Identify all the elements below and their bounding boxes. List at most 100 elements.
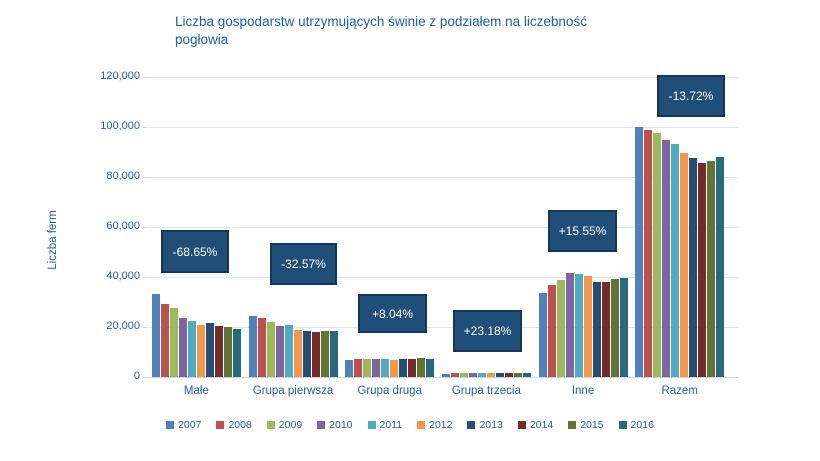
legend-swatch-icon bbox=[367, 421, 376, 429]
bar-2016 bbox=[522, 373, 531, 377]
bar-group-1 bbox=[148, 77, 245, 377]
bar-2007 bbox=[538, 293, 547, 377]
bar-2016 bbox=[716, 157, 725, 377]
y-axis-tickmark bbox=[143, 277, 147, 278]
annotation-box: -32.57% bbox=[270, 243, 337, 285]
legend-label: 2011 bbox=[379, 419, 403, 431]
x-axis-label: Grupa trzecia bbox=[451, 385, 521, 397]
bar-2007 bbox=[441, 374, 450, 377]
bar-2016 bbox=[619, 278, 628, 377]
bar-2011 bbox=[284, 325, 293, 377]
legend: 2007 2008 2009 2010 2011 2012 2013 2014 2015 2016 bbox=[0, 419, 820, 431]
bar-2008 bbox=[547, 285, 556, 377]
bar-2008 bbox=[644, 130, 653, 377]
bar-2009 bbox=[169, 308, 178, 377]
bar-2009 bbox=[266, 322, 275, 377]
bar-group-5 bbox=[535, 77, 632, 377]
bar-2015 bbox=[707, 161, 716, 377]
legend-label: 2013 bbox=[479, 419, 503, 431]
legend-label: 2012 bbox=[429, 419, 453, 431]
y-axis-tick-label: 80,000 bbox=[106, 170, 140, 182]
y-axis-tickmark bbox=[143, 77, 147, 78]
y-axis-tickmark bbox=[143, 177, 147, 178]
bar-2011 bbox=[187, 321, 196, 377]
bar-2012 bbox=[293, 330, 302, 377]
annotation-box: +8.04% bbox=[358, 294, 427, 333]
gridline bbox=[148, 227, 738, 228]
bar-2013 bbox=[399, 359, 408, 377]
legend-item-2013: 2013 bbox=[467, 419, 503, 431]
bar-2014 bbox=[601, 282, 610, 377]
y-axis-tick-label: 0 bbox=[133, 370, 140, 382]
annotation-box: -13.72% bbox=[657, 75, 725, 117]
legend-label: 2009 bbox=[278, 419, 303, 431]
x-axis-label: Małe bbox=[183, 385, 209, 397]
legend-label: 2015 bbox=[580, 419, 604, 431]
y-axis-tickmark bbox=[143, 127, 147, 128]
legend-item-2011: 2011 bbox=[367, 419, 403, 431]
bar-2009 bbox=[363, 359, 372, 377]
bar-group-6 bbox=[631, 77, 728, 377]
legend-swatch-icon bbox=[618, 421, 627, 429]
bar-2008 bbox=[354, 359, 363, 377]
legend-label: 2014 bbox=[529, 419, 554, 431]
bar-2013 bbox=[205, 323, 214, 377]
legend-swatch-icon bbox=[568, 421, 577, 429]
bar-2013 bbox=[592, 282, 601, 377]
bar-2013 bbox=[689, 158, 698, 377]
y-axis-tick-label: 40,000 bbox=[106, 270, 140, 282]
legend-swatch-icon bbox=[417, 421, 426, 429]
bar-2010 bbox=[662, 140, 671, 377]
legend-label: 2008 bbox=[228, 419, 252, 431]
bar-2016 bbox=[329, 331, 338, 377]
bar-2012 bbox=[196, 325, 205, 377]
bar-2008 bbox=[160, 304, 169, 377]
bar-2009 bbox=[459, 373, 468, 377]
legend-item-2012: 2012 bbox=[417, 419, 452, 431]
bar-2010 bbox=[372, 359, 381, 377]
bar-2016 bbox=[232, 329, 241, 377]
bar-2007 bbox=[248, 316, 257, 377]
gridline bbox=[148, 127, 738, 128]
gridline bbox=[148, 277, 738, 278]
bar-2015 bbox=[320, 331, 329, 377]
bar-2008 bbox=[257, 318, 266, 377]
legend-label: 2007 bbox=[178, 419, 202, 431]
legend-label: 2010 bbox=[329, 419, 353, 431]
legend-item-2014: 2014 bbox=[517, 419, 554, 431]
y-axis-tick-label: 120,000 bbox=[100, 70, 140, 82]
legend-item-2008: 2008 bbox=[216, 419, 252, 431]
bar-2013 bbox=[495, 373, 504, 377]
bar-2011 bbox=[477, 373, 486, 377]
bar-2012 bbox=[390, 360, 399, 377]
bar-2014 bbox=[311, 332, 320, 377]
legend-item-2015: 2015 bbox=[568, 419, 604, 431]
legend-swatch-icon bbox=[317, 421, 326, 429]
x-axis-category-labels: Małe Grupa pierwsza Grupa druga Grupa trzec… bbox=[148, 385, 728, 397]
x-axis-label: Grupa druga bbox=[357, 385, 422, 397]
annotation-box: +15.55% bbox=[548, 210, 617, 252]
bar-2009 bbox=[556, 280, 565, 377]
bar-2015 bbox=[513, 373, 522, 377]
bar-2010 bbox=[178, 318, 187, 377]
bar-2010 bbox=[468, 373, 477, 377]
bar-2010 bbox=[275, 326, 284, 377]
legend-swatch-icon bbox=[266, 421, 275, 429]
legend-item-2009: 2009 bbox=[266, 419, 303, 431]
bar-2009 bbox=[653, 133, 662, 377]
y-axis-tickmark bbox=[143, 227, 147, 228]
bar-2014 bbox=[214, 326, 223, 377]
legend-item-2016: 2016 bbox=[618, 419, 654, 431]
bar-2013 bbox=[302, 331, 311, 377]
bar-2012 bbox=[486, 373, 495, 377]
gridline bbox=[148, 327, 738, 328]
chart-title: Liczba gospodarstw utrzymujących świnie … bbox=[175, 14, 587, 47]
bar-2015 bbox=[610, 279, 619, 377]
bar-2008 bbox=[450, 373, 459, 377]
y-axis-tick-label: 20,000 bbox=[106, 320, 140, 332]
legend-item-2007: 2007 bbox=[166, 419, 201, 431]
bar-2012 bbox=[680, 153, 689, 377]
gridline bbox=[148, 377, 738, 378]
y-axis-tick-label: 100,000 bbox=[100, 120, 140, 132]
bar-2011 bbox=[671, 144, 680, 377]
